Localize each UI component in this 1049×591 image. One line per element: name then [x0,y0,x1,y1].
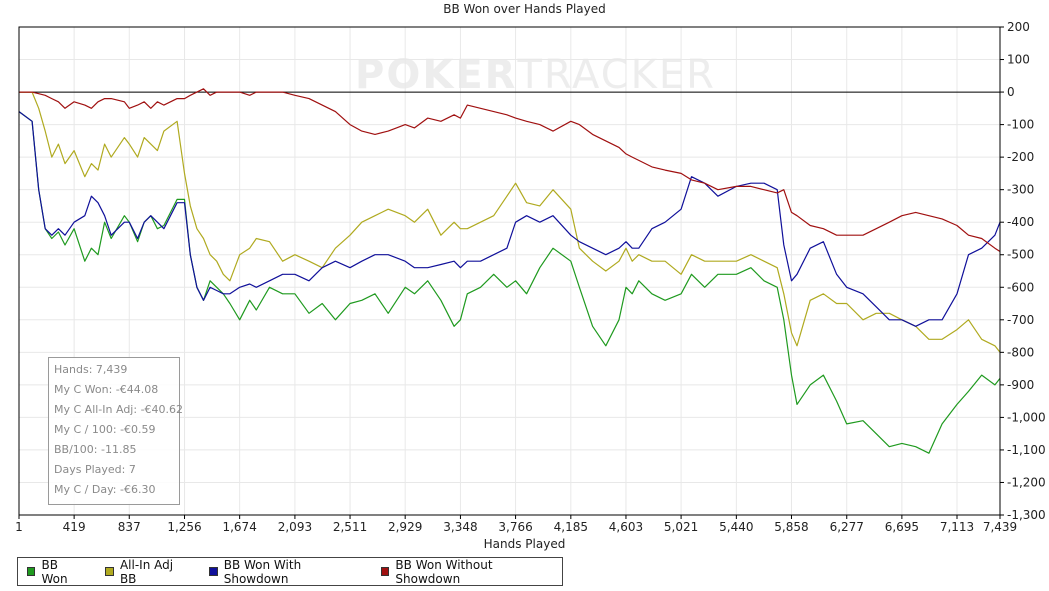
stats-summary-box: Hands: 7,439 My C Won: -€44.08 My C All-… [48,357,184,505]
chart-title: BB Won over Hands Played [443,2,606,16]
stat-days-played: Days Played: 7 [54,463,136,476]
legend-swatch-showdown [209,567,218,576]
x-tick-label: 6,277 [830,520,864,534]
y-tick-label: -800 [1007,345,1034,359]
x-tick-label: 837 [118,520,141,534]
y-tick-label: 0 [1007,85,1015,99]
x-tick-label: 7,113 [940,520,974,534]
x-tick-label: 5,440 [719,520,753,534]
x-tick-label: 4,185 [554,520,588,534]
y-tick-label: 100 [1007,53,1030,67]
y-tick-label: -1,000 [1007,410,1046,424]
x-tick-label: 3,348 [443,520,477,534]
stat-hands: Hands: 7,439 [54,363,128,376]
y-tick-label: -600 [1007,280,1034,294]
x-axis-label: Hands Played [483,537,566,551]
legend-swatch-all-in-adj [105,567,114,576]
axis-layer: 200 100 0 -100 -200 -300 -400 -500 -600 -700 -800 -… [15,20,1046,534]
y-tick-label: -400 [1007,215,1034,229]
x-tick-label: 2,093 [278,520,312,534]
x-tick-label: 6,695 [885,520,919,534]
y-tick-label: -700 [1007,313,1034,327]
x-tick-label: 3,766 [498,520,532,534]
y-tick-label: -200 [1007,150,1034,164]
series-line-1 [19,91,1001,353]
y-tick-label: -500 [1007,248,1034,262]
series-layer [18,88,1001,454]
y-tick-label: -300 [1007,183,1034,197]
x-tick-label: 4,603 [609,520,643,534]
stat-all-in-adj: My C All-In Adj: -€40.62 [54,403,184,416]
series-line-0 [18,111,1001,454]
legend-label-non-showdown: BB Won Without Showdown [395,557,493,586]
stat-per-day: My C / Day: -€6.30 [54,483,156,496]
x-tick-label: 1 [15,520,23,534]
x-tick-label: 5,858 [774,520,808,534]
x-tick-label: 2,929 [388,520,422,534]
legend-swatch-bb-won [27,567,36,576]
y-tick-label: -1,100 [1007,443,1046,457]
x-tick-label: 7,439 [983,520,1017,534]
stat-won: My C Won: -€44.08 [54,383,159,396]
legend-item-bb-won[interactable]: BB Won [27,558,84,586]
x-tick-label: 1,256 [167,520,201,534]
legend-label-bb-won: BB Won [41,557,68,586]
legend-swatch-non-showdown [380,567,390,576]
legend-item-showdown[interactable]: BB Won With Showdown [209,558,360,586]
y-tick-label: -1,200 [1007,475,1046,489]
legend-item-non-showdown[interactable]: BB Won Without Showdown [380,557,550,586]
legend-label-all-in-adj: All-In Adj BB [119,557,174,586]
x-tick-label: 2,511 [333,520,367,534]
y-tick-label: -100 [1007,118,1034,132]
plot-frame [18,26,1001,516]
x-tick-label: 1,674 [222,520,256,534]
legend-label-showdown: BB Won With Showdown [223,557,302,586]
series-line-2 [18,111,1001,327]
series-line-3 [19,88,1001,253]
x-tick-label: 5,021 [664,520,698,534]
y-tick-label: 200 [1007,20,1030,34]
chart-legend: BB Won All-In Adj BB BB Won With Showdow… [17,557,563,586]
stat-bb-per-100: BB/100: -11.85 [54,443,137,456]
y-tick-label: -1,300 [1007,508,1046,522]
y-tick-label: -900 [1007,378,1034,392]
x-tick-label: 419 [63,520,86,534]
stat-per-100: My C / 100: -€0.59 [54,423,156,436]
legend-item-all-in-adj[interactable]: All-In Adj BB [105,558,188,586]
